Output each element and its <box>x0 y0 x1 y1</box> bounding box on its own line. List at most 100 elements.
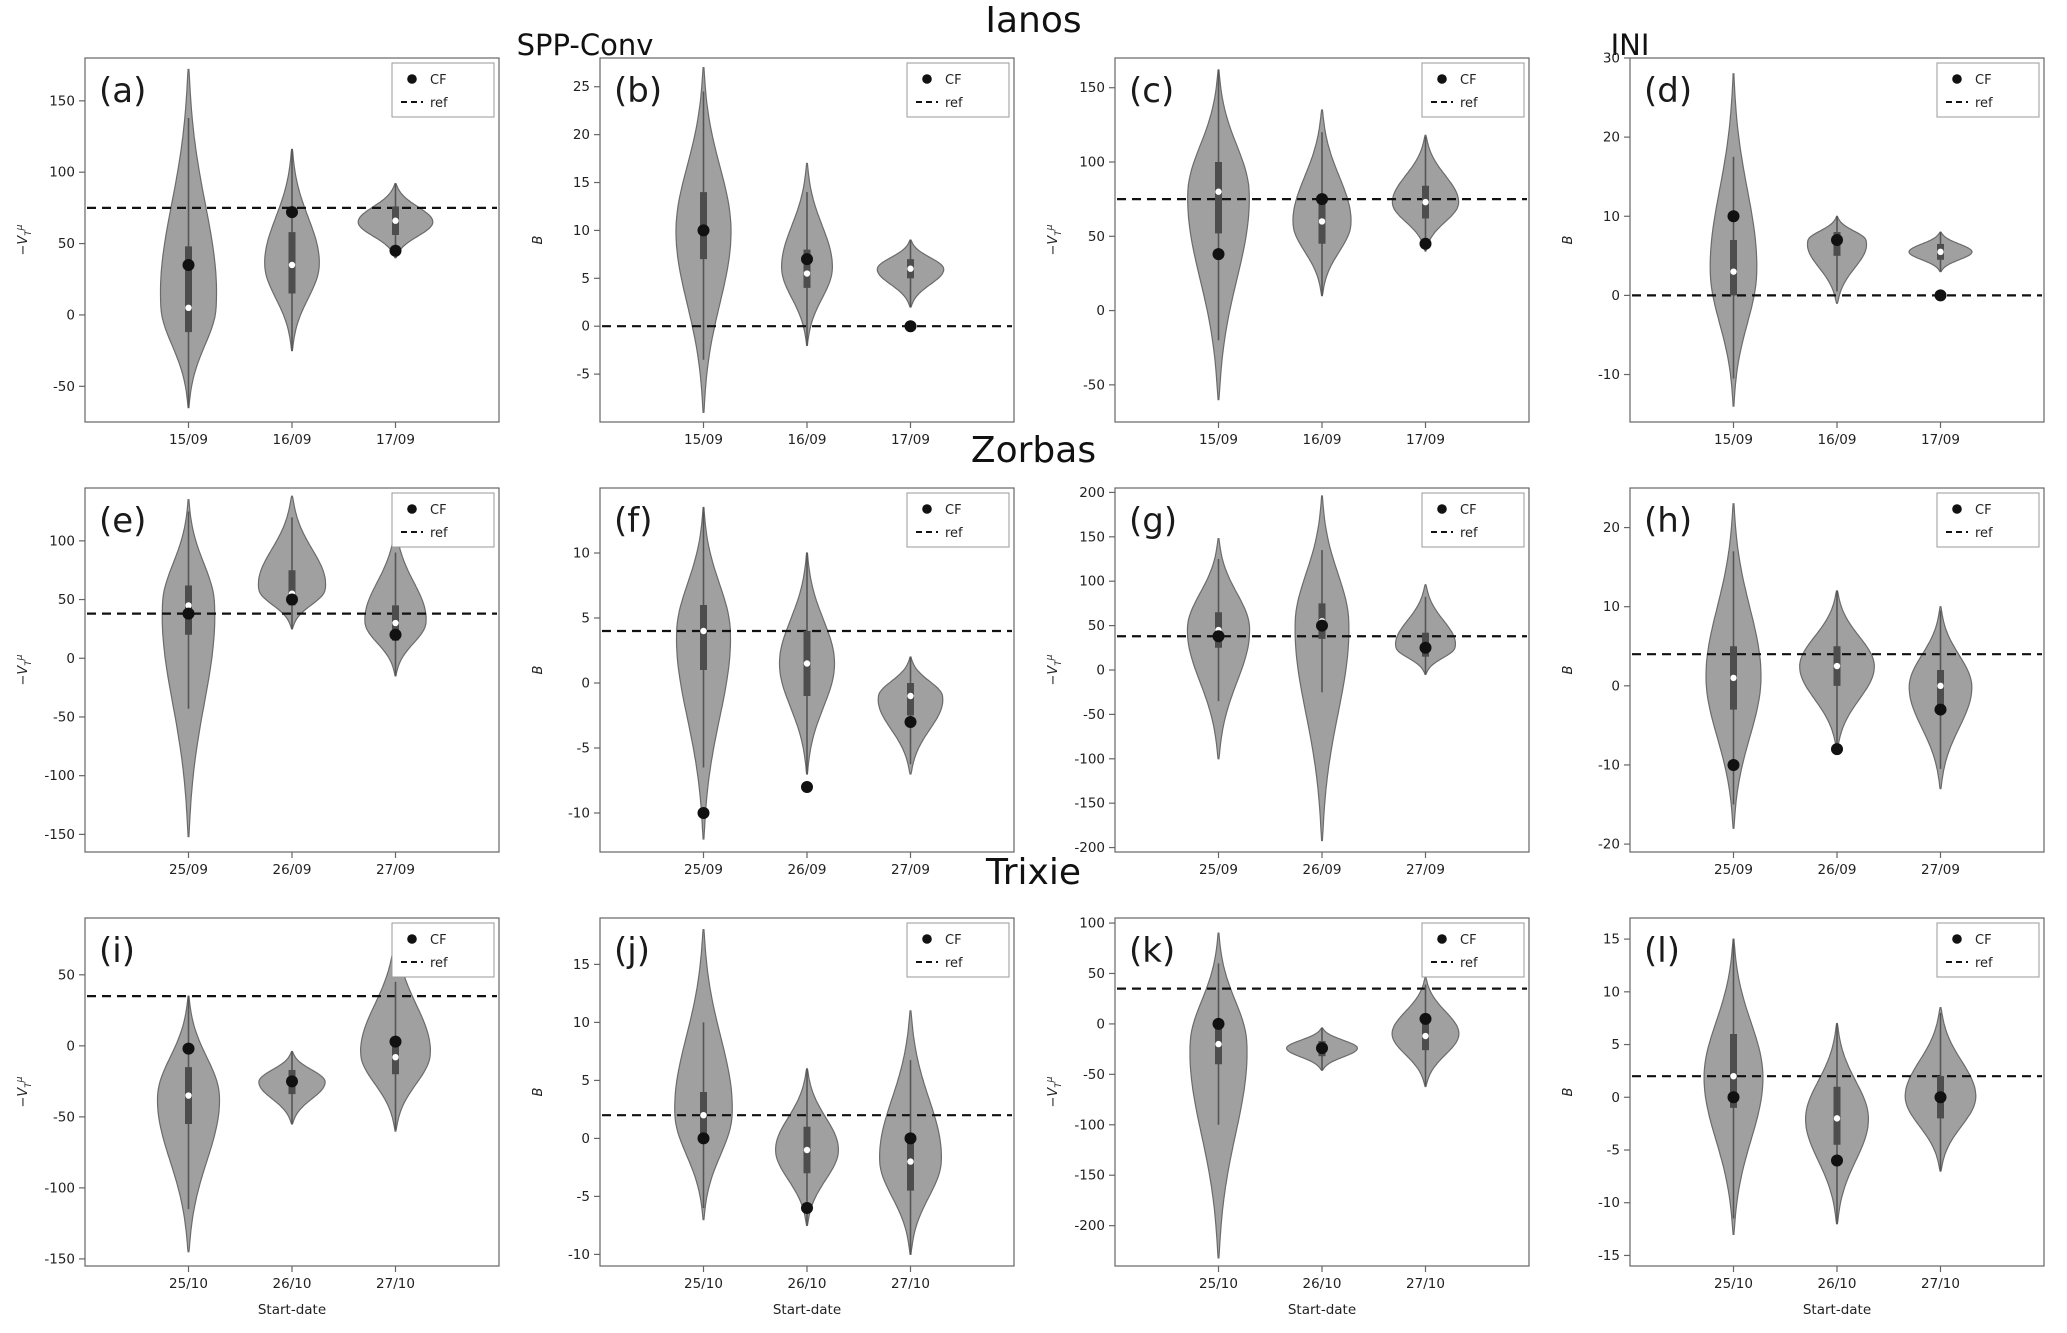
panel-letter: (k) <box>1129 931 1175 971</box>
legend-ref-label: ref <box>945 96 963 111</box>
panel-letter: (a) <box>99 71 146 111</box>
y-tick-label: -200 <box>1074 840 1105 856</box>
cf-dot <box>1419 1012 1432 1025</box>
y-tick-label: 0 <box>1611 288 1620 304</box>
y-tick-label: -100 <box>45 768 76 784</box>
legend-box <box>1936 922 2040 978</box>
x-tick-label: 25/10 <box>1199 1276 1238 1292</box>
cf-dot <box>1419 237 1432 250</box>
cf-dot <box>1315 1042 1328 1055</box>
median-dot <box>1422 1032 1429 1040</box>
cf-dot <box>1212 630 1225 643</box>
y-tick-label: 50 <box>58 592 75 608</box>
y-tick-label: 5 <box>1611 1037 1620 1053</box>
x-tick-label: 17/09 <box>891 432 930 448</box>
median-dot <box>185 1092 193 1099</box>
legend-cf-label: CF <box>1460 73 1477 88</box>
legend-ref-label: ref <box>430 956 448 971</box>
legend-cf-label: CF <box>1975 73 1992 88</box>
x-tick-label: 25/09 <box>169 862 208 878</box>
y-tick-label: -50 <box>53 379 75 395</box>
x-tick-label: 27/09 <box>1406 862 1445 878</box>
legend-box <box>906 62 1010 118</box>
y-tick-label: -150 <box>45 1251 76 1267</box>
violin-chart-e: -150 -100 -50 0 50 100 25/09 26/09 27/09 −VTμ CF re… <box>15 487 500 878</box>
x-tick-label: 26/10 <box>1302 1276 1341 1292</box>
cf-dot <box>389 244 402 257</box>
y-tick-label: -50 <box>53 709 75 725</box>
y-tick-label: 100 <box>1079 155 1105 171</box>
legend-box <box>391 62 495 118</box>
x-tick-label: 27/10 <box>1921 1276 1960 1292</box>
y-axis-label: −VTμ <box>15 224 34 255</box>
panel-letter: (c) <box>1129 71 1174 111</box>
x-tick-label: 27/09 <box>376 862 415 878</box>
y-tick-label: 30 <box>1602 51 1619 67</box>
y-tick-label: 150 <box>1079 529 1105 545</box>
x-tick-label: 27/09 <box>891 862 930 878</box>
x-axis-label: Start-date <box>1802 1302 1870 1318</box>
median-dot <box>1936 682 1944 690</box>
median-dot <box>1215 1040 1222 1048</box>
median-dot <box>1215 188 1222 195</box>
legend-cf-label: CF <box>945 73 962 88</box>
x-tick-label: 15/09 <box>169 432 208 448</box>
y-axis-label: −VTμ <box>1045 654 1064 685</box>
median-dot <box>1729 674 1737 682</box>
legend-cf-dot-icon <box>1951 504 1962 514</box>
y-tick-label: 10 <box>573 546 590 562</box>
legend-box <box>1421 492 1525 548</box>
cf-dot <box>1212 248 1225 261</box>
panel-k: -200 -150 -100 -50 0 50 100 25/10 26/10 27/10 Star… <box>1034 904 1549 1333</box>
cf-dot <box>1830 1154 1843 1167</box>
y-tick-label: -10 <box>1598 367 1620 383</box>
y-tick-label: 150 <box>1079 80 1105 96</box>
y-tick-label: -100 <box>45 1180 76 1196</box>
y-tick-label: -150 <box>1074 796 1105 812</box>
legend-box <box>1936 492 2040 548</box>
y-tick-label: 5 <box>582 271 591 287</box>
y-tick-label: 100 <box>50 533 76 549</box>
y-tick-label: -50 <box>53 1109 75 1125</box>
legend-ref-label: ref <box>430 96 448 111</box>
legend-ref-label: ref <box>945 956 963 971</box>
y-tick-label: 20 <box>1602 130 1619 146</box>
panel-letter: (l) <box>1644 931 1680 971</box>
legend-box <box>906 922 1010 978</box>
median-dot <box>1318 218 1326 225</box>
x-tick-label: 16/09 <box>1817 432 1856 448</box>
cf-dot <box>1727 758 1740 771</box>
median-dot <box>185 304 193 312</box>
panel-l: -15 -10 -5 0 5 10 15 25/10 26/10 27/10 Start-date B… <box>1548 904 2063 1333</box>
y-tick-label: -10 <box>568 1247 590 1263</box>
y-tick-label: 50 <box>58 236 75 252</box>
y-axis-label: −VTμ <box>15 654 34 685</box>
y-axis-label: B <box>1561 235 1576 244</box>
panel-letter: (e) <box>99 501 146 541</box>
cf-dot <box>286 593 299 606</box>
y-tick-label: -5 <box>577 367 590 383</box>
x-tick-label: 27/09 <box>1921 862 1960 878</box>
legend-cf-label: CF <box>945 503 962 518</box>
storm-title-trixie: Trixie <box>986 852 1081 893</box>
cf-dot <box>1934 289 1947 302</box>
panel-h: -20 -10 0 10 20 25/09 26/09 27/09 B CF ref (h) <box>1548 474 2063 904</box>
y-tick-label: 15 <box>1602 932 1619 948</box>
median-dot <box>1833 662 1840 670</box>
legend-ref-label: ref <box>1460 526 1478 541</box>
violin-chart-d: -10 0 10 20 30 15/09 16/09 17/09 B CF ref (d) <box>1561 51 2045 448</box>
median-dot <box>700 627 707 635</box>
cf-dot <box>1315 193 1328 206</box>
panel-d: -10 0 10 20 30 15/09 16/09 17/09 B CF ref (d) <box>1548 44 2063 474</box>
median-dot <box>907 1158 914 1165</box>
y-tick-label: 0 <box>1611 678 1620 694</box>
median-dot <box>1729 1072 1737 1080</box>
y-tick-label: -50 <box>1083 1067 1105 1083</box>
cf-dot <box>1727 210 1740 223</box>
y-tick-label: 0 <box>582 676 591 692</box>
x-tick-label: 16/09 <box>273 432 312 448</box>
y-axis-label: −VTμ <box>1045 224 1064 255</box>
legend-cf-dot-icon <box>922 504 932 514</box>
x-tick-label: 17/09 <box>376 432 415 448</box>
